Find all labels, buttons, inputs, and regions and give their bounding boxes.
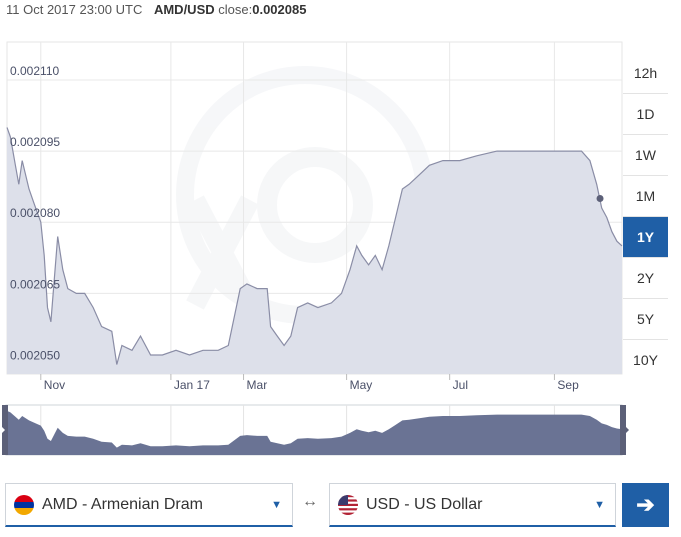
range-button-1y[interactable]: 1Y	[623, 216, 668, 257]
navigator-area	[7, 410, 622, 455]
y-tick-label: 0.002065	[10, 277, 60, 291]
rate-line	[6, 127, 623, 365]
x-tick-label: May	[350, 378, 373, 392]
x-tick-label: Mar	[247, 378, 268, 392]
chevron-down-icon: ▼	[271, 499, 282, 511]
from-currency-select[interactable]: AMD - Armenian Dram ▼	[5, 483, 293, 527]
range-button-group: 12h 1D 1W 1M 1Y 2Y 5Y 10Y	[623, 53, 668, 380]
x-tick-label: Jan 17	[174, 378, 210, 392]
navigator-left-handle-arrow	[0, 425, 5, 435]
x-tick-label: Jul	[453, 378, 468, 392]
x-tick-label: Sep	[557, 378, 579, 392]
to-currency-label: USD - US Dollar	[366, 496, 483, 513]
y-tick-label: 0.002110	[10, 64, 59, 78]
navigator-right-handle-arrow	[624, 425, 629, 435]
armenia-flag-icon	[14, 495, 34, 515]
range-button-2y[interactable]: 2Y	[623, 257, 668, 298]
y-tick-label: 0.002050	[10, 349, 60, 363]
navigator-right-handle[interactable]	[620, 405, 626, 455]
range-button-1w[interactable]: 1W	[623, 134, 668, 175]
range-button-1d[interactable]: 1D	[623, 93, 668, 134]
convert-go-button[interactable]: ➔	[622, 483, 669, 527]
header-pair: AMD/USD	[153, 2, 215, 17]
header-date: 11 Oct 2017 23:00 UTC	[6, 2, 143, 17]
rate-area	[7, 127, 622, 375]
header-close-value: 0.002085	[252, 2, 307, 17]
range-button-5y[interactable]: 5Y	[623, 298, 668, 339]
swap-arrow-icon[interactable]: ↔	[302, 493, 318, 510]
chevron-down-icon: ▼	[594, 499, 605, 511]
y-tick-label: 0.002080	[10, 206, 60, 220]
x-axis-ticks: Nov Jan 17 Mar May Jul Sep	[40, 374, 579, 392]
range-button-12h[interactable]: 12h	[623, 53, 668, 93]
range-button-10y[interactable]: 10Y	[623, 339, 668, 380]
x-tick-label: Nov	[44, 378, 65, 392]
chart-header: 11 Oct 2017 23:00 UTC AMD/USD close:0.00…	[6, 2, 306, 17]
us-flag-icon	[338, 495, 358, 515]
y-tick-label: 0.002095	[10, 135, 60, 149]
from-currency-label: AMD - Armenian Dram	[42, 496, 203, 513]
range-button-1m[interactable]: 1M	[623, 175, 668, 216]
navigator-chart[interactable]	[0, 0, 681, 470]
header-close-label: close:	[218, 2, 253, 17]
main-chart: 0.002050 0.002065 0.002080 0.002095 0.002110…	[6, 41, 623, 392]
to-currency-select[interactable]: USD - US Dollar ▼	[329, 483, 616, 527]
close-marker	[596, 195, 604, 203]
y-axis-ticks: 0.002050 0.002065 0.002080 0.002095 0.002110	[10, 64, 60, 363]
